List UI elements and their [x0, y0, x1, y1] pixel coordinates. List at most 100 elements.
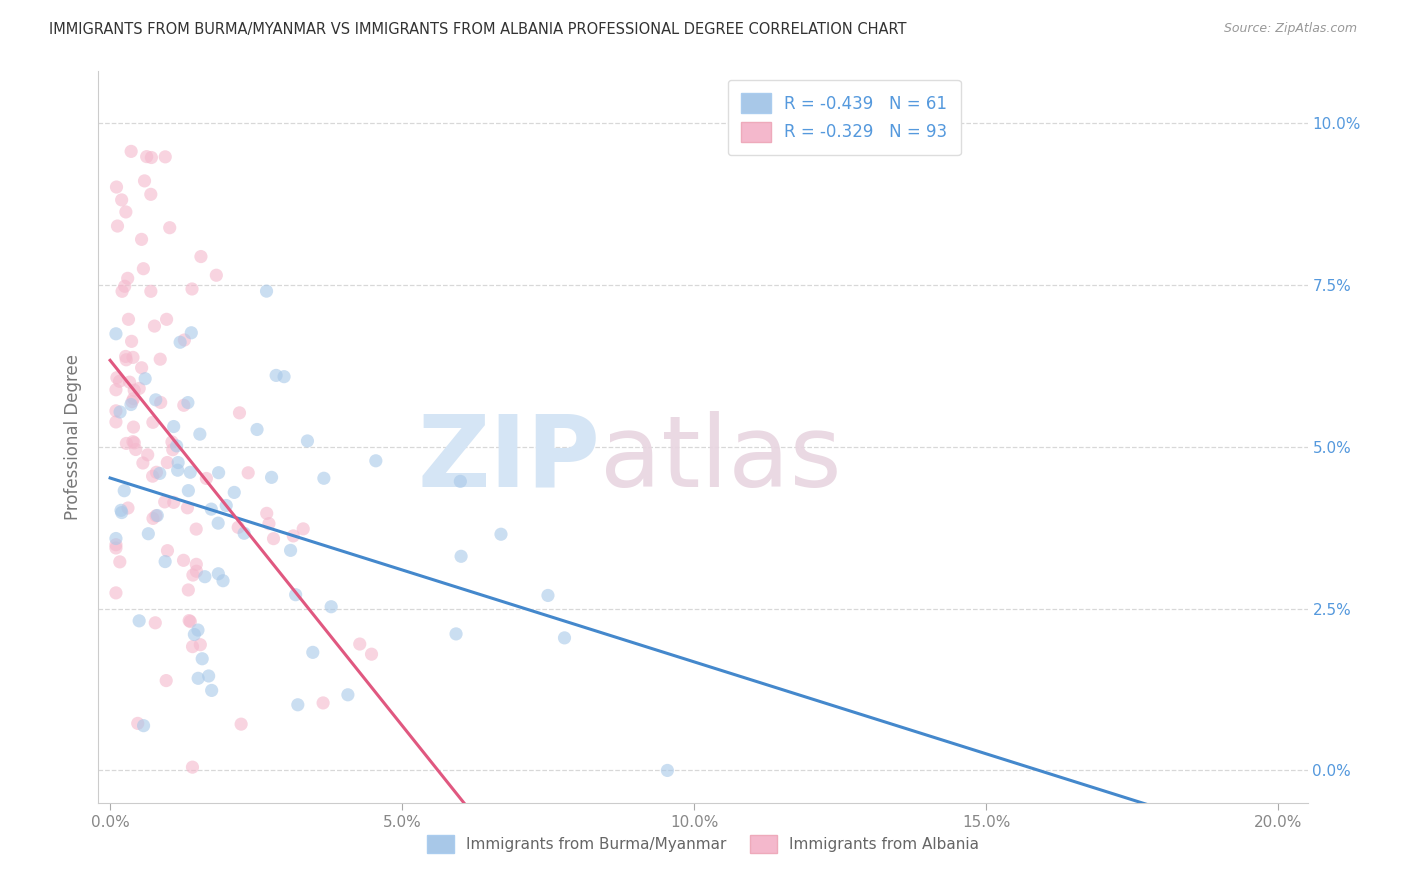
Point	[297, 434, 319, 448]
Point	[176, 500, 198, 515]
Point	[155, 150, 177, 164]
Point	[181, 282, 204, 296]
Point	[263, 532, 285, 546]
Point	[146, 508, 169, 523]
Point	[142, 511, 165, 525]
Point	[114, 350, 136, 364]
Point	[169, 335, 191, 350]
Point	[134, 174, 156, 188]
Point	[115, 205, 138, 219]
Point	[173, 398, 195, 412]
Point	[111, 506, 134, 520]
Point	[156, 543, 179, 558]
Point	[163, 419, 186, 434]
Point	[166, 439, 188, 453]
Point	[143, 319, 166, 334]
Point	[224, 485, 246, 500]
Point	[118, 375, 141, 389]
Point	[127, 716, 149, 731]
Point	[537, 589, 560, 603]
Point	[287, 698, 309, 712]
Point	[117, 312, 139, 326]
Point	[301, 645, 323, 659]
Point	[136, 448, 159, 462]
Text: Source: ZipAtlas.com: Source: ZipAtlas.com	[1223, 22, 1357, 36]
Point	[104, 532, 127, 546]
Point	[153, 555, 176, 569]
Point	[177, 395, 200, 409]
Point	[186, 522, 208, 536]
Point	[163, 495, 186, 509]
Point	[117, 501, 139, 516]
Point	[160, 434, 183, 449]
Point	[336, 688, 359, 702]
Point	[159, 220, 181, 235]
Point	[107, 219, 129, 233]
Point	[212, 574, 235, 588]
Point	[166, 463, 188, 477]
Point	[201, 683, 224, 698]
Point	[183, 627, 205, 641]
Point	[180, 326, 202, 340]
Point	[104, 586, 127, 600]
Point	[128, 614, 150, 628]
Point	[195, 471, 218, 485]
Point	[312, 696, 335, 710]
Point	[125, 442, 148, 457]
Point	[104, 383, 127, 397]
Point	[173, 333, 195, 347]
Legend: Immigrants from Burma/Myanmar, Immigrants from Albania: Immigrants from Burma/Myanmar, Immigrant…	[419, 827, 987, 861]
Point	[104, 404, 127, 418]
Point	[186, 558, 208, 572]
Point	[142, 415, 165, 429]
Point	[207, 466, 229, 480]
Y-axis label: Professional Degree: Professional Degree	[65, 354, 83, 520]
Point	[450, 549, 472, 564]
Point	[321, 599, 343, 614]
Point	[105, 180, 128, 194]
Point	[124, 435, 146, 450]
Point	[173, 553, 195, 567]
Point	[264, 368, 287, 383]
Point	[200, 502, 222, 516]
Point	[128, 381, 150, 395]
Point	[149, 352, 172, 367]
Point	[197, 669, 219, 683]
Point	[122, 420, 145, 434]
Point	[238, 466, 260, 480]
Point	[246, 422, 269, 436]
Point	[273, 369, 295, 384]
Point	[179, 615, 201, 629]
Point	[205, 268, 228, 283]
Point	[121, 394, 143, 409]
Point	[132, 456, 155, 470]
Point	[207, 566, 229, 581]
Point	[131, 232, 153, 246]
Point	[360, 647, 382, 661]
Point	[105, 370, 128, 384]
Point	[142, 469, 165, 483]
Point	[149, 467, 172, 481]
Point	[260, 470, 283, 484]
Point	[131, 360, 153, 375]
Point	[156, 455, 179, 469]
Point	[120, 145, 142, 159]
Point	[181, 568, 204, 582]
Point	[280, 543, 302, 558]
Point	[177, 582, 200, 597]
Point	[132, 719, 155, 733]
Point	[167, 456, 190, 470]
Point	[186, 564, 208, 578]
Point	[187, 671, 209, 685]
Point	[188, 427, 211, 442]
Point	[233, 526, 256, 541]
Point	[141, 151, 163, 165]
Point	[104, 541, 127, 555]
Point	[181, 760, 204, 774]
Point	[134, 372, 156, 386]
Point	[444, 627, 467, 641]
Point	[229, 717, 252, 731]
Point	[112, 483, 135, 498]
Point	[122, 434, 145, 449]
Point	[284, 588, 307, 602]
